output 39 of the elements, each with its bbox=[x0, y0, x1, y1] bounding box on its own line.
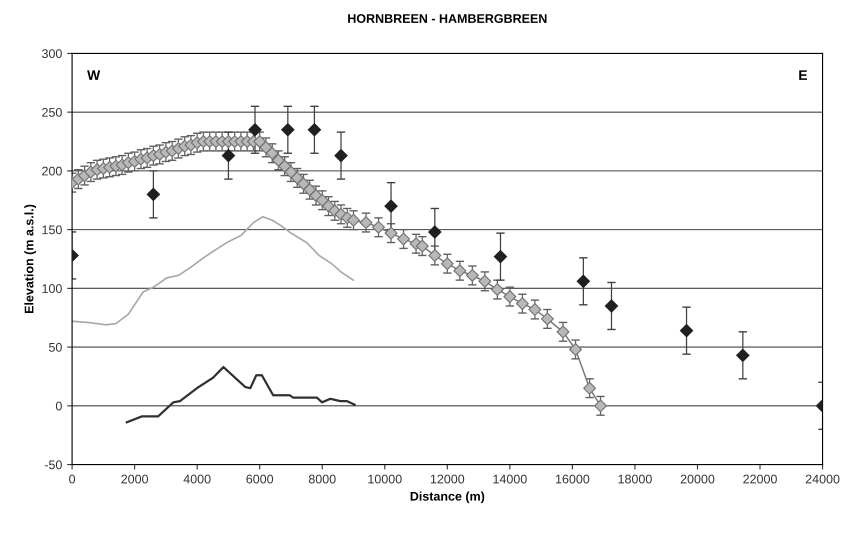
x-tick-label: 24000 bbox=[806, 474, 840, 484]
x-tick-label: 0 bbox=[69, 474, 76, 484]
x-tick-label: 22000 bbox=[743, 474, 777, 484]
x-tick-label: 10000 bbox=[368, 474, 402, 484]
x-tick-label: 16000 bbox=[556, 474, 590, 484]
y-tick-label: 150 bbox=[42, 225, 62, 234]
x-tick-label: 14000 bbox=[493, 474, 527, 484]
point bbox=[494, 250, 508, 264]
y-tick-label: 0 bbox=[56, 402, 62, 410]
y-axis-title: Elevation (m a.s.l.) bbox=[24, 204, 36, 314]
point bbox=[576, 274, 590, 288]
point bbox=[334, 149, 348, 162]
chart-title: HORNBREEN - HAMBERGBREEN bbox=[348, 14, 546, 23]
x-tick-label: 2000 bbox=[121, 474, 148, 484]
y-tick-label: 250 bbox=[42, 108, 62, 117]
line-series bbox=[126, 366, 356, 424]
x-tick-label: 12000 bbox=[430, 474, 464, 484]
annotation: W bbox=[87, 70, 100, 80]
point bbox=[428, 225, 442, 239]
y-tick-label: -50 bbox=[44, 460, 62, 470]
point bbox=[281, 123, 294, 136]
point bbox=[680, 324, 694, 338]
line-series bbox=[72, 216, 354, 326]
y-tick-label: 50 bbox=[48, 342, 62, 352]
x-tick-label: 18000 bbox=[618, 474, 652, 484]
x-tick-label: 6000 bbox=[246, 474, 274, 484]
y-tick-label: 200 bbox=[42, 166, 62, 176]
point bbox=[384, 200, 398, 213]
annotation: E bbox=[799, 70, 808, 80]
point bbox=[308, 123, 322, 136]
x-tick-label: 8000 bbox=[308, 474, 336, 484]
x-axis-title: Distance (m) bbox=[410, 492, 484, 504]
point bbox=[604, 299, 618, 313]
point bbox=[146, 188, 160, 201]
y-tick-label: 300 bbox=[42, 49, 62, 58]
x-tick-label: 20000 bbox=[680, 474, 714, 484]
y-tick-label: 100 bbox=[42, 284, 62, 294]
x-tick-label: 4000 bbox=[184, 474, 211, 484]
point bbox=[736, 348, 750, 362]
